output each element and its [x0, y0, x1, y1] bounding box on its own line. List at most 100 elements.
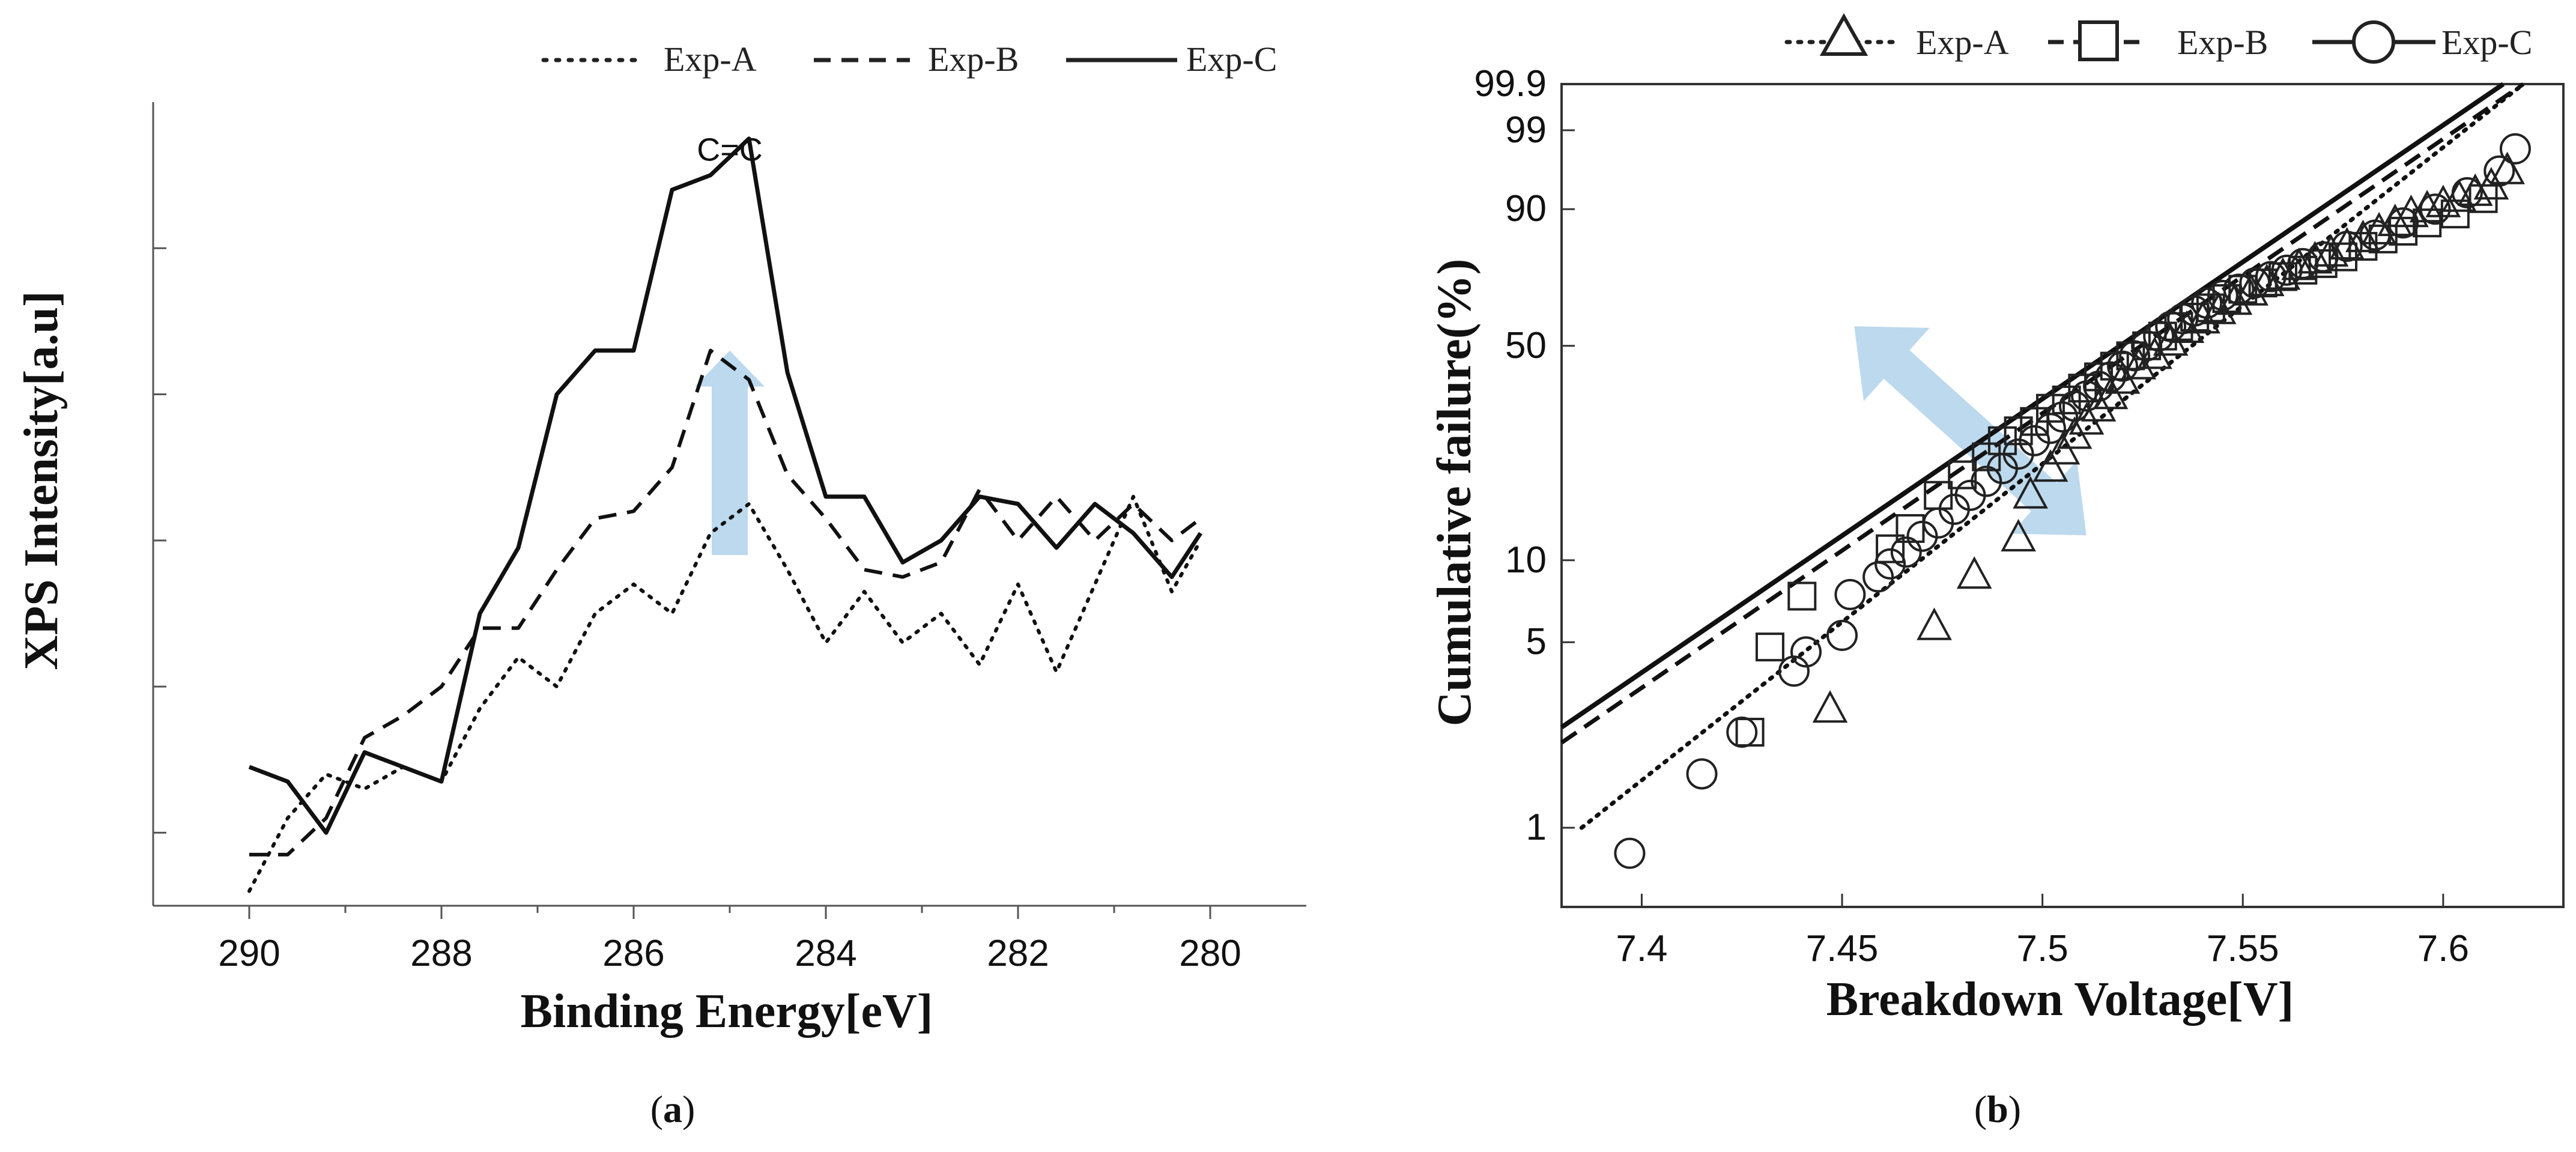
- legend-a: Exp-A Exp-B Exp-C: [541, 40, 1277, 79]
- x-ticks-b: 7.4 7.45 7.5 7.55 7.6: [1616, 894, 2469, 969]
- marker-exp-b: [2004, 416, 2033, 446]
- y-tick-label-b-50: 50: [1505, 325, 1547, 366]
- marker-exp-c: [2484, 155, 2515, 187]
- marker-exp-b: [1896, 514, 1925, 543]
- marker-exp-c: [2331, 231, 2363, 262]
- x-tick-label-a-286: 286: [602, 933, 664, 974]
- marker-exp-a: [1917, 607, 1952, 640]
- marker-exp-c: [2083, 370, 2115, 402]
- legend-label-exp-a: Exp-A: [664, 40, 757, 79]
- marker-exp-c: [1614, 837, 1646, 869]
- panel-label-b-close: ): [2008, 1088, 2021, 1130]
- marker-exp-c: [2019, 425, 2050, 456]
- marker-exp-b: [2368, 224, 2398, 253]
- marker-exp-c: [2107, 350, 2139, 382]
- marker-exp-c: [2223, 273, 2255, 305]
- x-ticks-a: 290 288 286 284 282 280: [218, 906, 1241, 974]
- marker-exp-a: [1812, 690, 1848, 723]
- marker-exp-c: [2451, 177, 2483, 208]
- marker-exp-c: [2255, 261, 2287, 293]
- x-tick-label-a-280: 280: [1179, 933, 1241, 974]
- marker-exp-b: [2052, 385, 2081, 414]
- marker-exp-b: [2035, 393, 2065, 423]
- marker-exp-c: [2059, 390, 2091, 422]
- x-tick-label-b-7-6: 7.6: [2417, 928, 2469, 969]
- marker-exp-c: [1862, 561, 1894, 593]
- marker-exp-b: [2348, 232, 2378, 261]
- y-tick-label-b-1: 1: [1526, 807, 1547, 848]
- y-axis-title-b: Cumulative failure(%): [1428, 259, 1481, 726]
- marker-exp-b: [2196, 293, 2225, 323]
- x-tick-label-b-7-4: 7.4: [1616, 928, 1667, 969]
- marker-exp-a: [2080, 389, 2117, 422]
- plot-frame-b: [1560, 83, 2565, 908]
- legend-label-exp-c: Exp-C: [1186, 40, 1277, 79]
- marker-exp-a: [2393, 195, 2429, 228]
- marker-exp-c: [2207, 279, 2238, 311]
- marker-exp-c: [2047, 401, 2078, 433]
- marker-exp-c: [2095, 361, 2127, 393]
- marker-exp-c: [2191, 287, 2223, 319]
- legend-triangle-marker: [1819, 13, 1868, 56]
- marker-exp-a: [2032, 449, 2068, 482]
- marker-exp-c: [1726, 717, 1758, 748]
- series-a: [247, 136, 1202, 893]
- double-arrow-shape: [1854, 326, 2087, 536]
- x-axis-title-b: Breakdown Voltage[V]: [1826, 973, 2294, 1026]
- x-tick-label-b-7-45: 7.45: [1806, 928, 1879, 969]
- x-tick-label-a-282: 282: [987, 933, 1049, 974]
- marker-exp-c: [2287, 247, 2319, 279]
- fit-line-exp-c: [1560, 82, 2505, 730]
- legend-circle-marker: [2352, 20, 2395, 64]
- panel-a-xps-chart: Exp-A Exp-B Exp-C 290 288 286 284 282 280 C=C…: [15, 40, 1306, 1130]
- markers-b: [1614, 133, 2531, 869]
- marker-exp-c: [2499, 133, 2531, 165]
- panel-label-a: (a): [650, 1088, 696, 1130]
- marker-exp-b: [2068, 374, 2097, 403]
- marker-exp-b: [1787, 581, 1817, 611]
- marker-exp-a: [2441, 179, 2477, 212]
- marker-exp-c: [1834, 578, 1866, 610]
- x-tick-label-b-7-5: 7.5: [2017, 928, 2068, 969]
- arrow-shaft: [712, 383, 748, 556]
- marker-exp-c: [2387, 207, 2419, 239]
- series-line-exp-b: [249, 348, 1202, 856]
- y-tick-label-b-99-9: 99.9: [1474, 63, 1547, 105]
- marker-exp-b: [1948, 460, 1977, 490]
- marker-exp-c: [1790, 636, 1822, 668]
- marker-exp-b: [2212, 284, 2241, 314]
- marker-exp-a: [1956, 556, 1992, 589]
- marker-exp-c: [2034, 413, 2066, 444]
- marker-exp-c: [1890, 536, 1922, 568]
- marker-exp-c: [2419, 193, 2451, 225]
- panel-label-a-open: (: [650, 1088, 663, 1130]
- marker-exp-b: [1876, 534, 1905, 563]
- x-tick-label-b-7-55: 7.55: [2207, 928, 2279, 969]
- y-ticks-a: [153, 247, 166, 834]
- marker-exp-c: [2071, 380, 2103, 412]
- y-tick-label-b-5: 5: [1526, 621, 1547, 662]
- distribution-shift-arrow: [1854, 326, 2087, 536]
- panel-label-a-letter: a: [663, 1088, 682, 1130]
- panel-label-b-letter: b: [1987, 1088, 2008, 1130]
- y-axis-title-a: XPS Intensity[a.u]: [15, 291, 68, 670]
- legend-label-exp-c-b: Exp-C: [2441, 23, 2532, 62]
- marker-exp-c: [1686, 758, 1718, 790]
- x-tick-label-a-284: 284: [795, 933, 856, 974]
- legend-label-exp-b: Exp-B: [928, 40, 1019, 79]
- marker-exp-b: [1755, 632, 1784, 662]
- series-line-exp-c: [248, 136, 1202, 835]
- y-tick-label-b-99: 99: [1505, 109, 1547, 151]
- panel-label-a-close: ): [682, 1088, 695, 1130]
- x-tick-label-a-290: 290: [218, 933, 280, 974]
- marker-exp-c: [2359, 219, 2391, 251]
- marker-exp-c: [1778, 655, 1810, 687]
- legend-b: Exp-A Exp-B Exp-C: [1784, 13, 2532, 64]
- legend-square-marker: [2078, 20, 2119, 61]
- c-equals-c-peak-label: C=C: [697, 132, 763, 168]
- x-axis-title-a: Binding Energy[eV]: [521, 985, 933, 1038]
- marker-exp-c: [2131, 330, 2163, 362]
